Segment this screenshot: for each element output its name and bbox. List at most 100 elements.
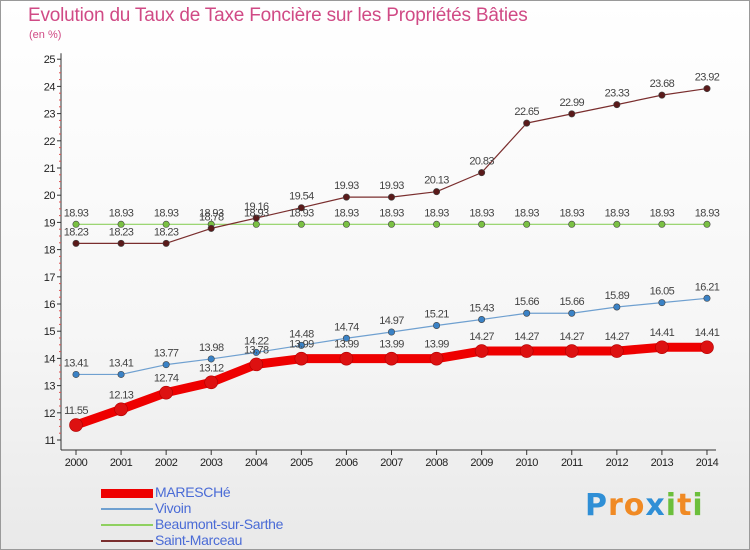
y-tick-label: 18 (44, 245, 56, 257)
data-label: 16.05 (650, 286, 675, 298)
y-tick-label: 17 (44, 272, 56, 284)
data-point (523, 309, 531, 317)
data-point (204, 375, 219, 390)
data-point (342, 220, 350, 228)
y-tick-label: 22 (44, 136, 56, 148)
data-point (72, 239, 80, 247)
data-label: 18.93 (695, 207, 720, 219)
data-point (658, 220, 666, 228)
data-point (384, 351, 399, 366)
legend-swatch (101, 540, 153, 542)
data-label: 14.27 (560, 331, 585, 343)
y-tick-label: 19 (44, 217, 56, 229)
data-label: 20.13 (424, 175, 449, 187)
legend-label: Saint-Marceau (155, 532, 243, 548)
data-point (478, 316, 486, 324)
data-label: 13.12 (199, 362, 224, 374)
data-label: 18.93 (64, 207, 89, 219)
data-point (117, 370, 125, 378)
logo-letter: i (692, 488, 704, 523)
x-tick-label: 2001 (110, 457, 133, 469)
data-label: 18.93 (560, 207, 585, 219)
data-label: 23.68 (650, 78, 675, 90)
data-label: 13.77 (154, 348, 179, 360)
data-point (339, 351, 354, 366)
logo-letter: r (608, 488, 624, 523)
data-point (342, 193, 350, 201)
data-label: 14.22 (244, 335, 269, 347)
y-tick-label: 20 (44, 190, 56, 202)
legend-label: Vivoin (155, 500, 192, 516)
data-label: 20.83 (469, 156, 494, 168)
data-point (297, 341, 305, 349)
data-point (72, 220, 80, 228)
x-tick-label: 2002 (155, 457, 178, 469)
data-label: 18.23 (64, 226, 89, 238)
data-label: 15.66 (560, 296, 585, 308)
data-point (433, 220, 441, 228)
y-tick-label: 25 (44, 54, 56, 66)
data-point (703, 294, 711, 302)
data-point (297, 204, 305, 212)
data-point (297, 220, 305, 228)
data-point (114, 402, 128, 417)
data-label: 18.93 (199, 207, 224, 219)
x-tick-label: 2006 (335, 457, 358, 469)
data-point (523, 220, 531, 228)
legend-swatch (101, 524, 153, 526)
x-tick-label: 2008 (425, 457, 448, 469)
data-label: 18.93 (109, 207, 134, 219)
y-tick-label: 13 (44, 381, 56, 393)
data-label: 19.93 (334, 180, 359, 192)
data-label: 13.99 (289, 339, 314, 351)
data-label: 14.48 (289, 328, 314, 340)
data-label: 14.27 (469, 331, 494, 343)
data-label: 22.65 (514, 106, 539, 118)
data-label: 23.92 (695, 72, 720, 84)
data-label: 14.97 (379, 315, 404, 327)
legend-swatch (101, 508, 153, 510)
data-label: 13.41 (64, 357, 89, 369)
logo-letter: o (623, 488, 646, 523)
series-line-3 (75, 87, 708, 244)
data-label: 14.41 (650, 327, 675, 339)
logo-letter: i (665, 488, 678, 523)
data-point (207, 224, 215, 232)
data-point (610, 344, 624, 358)
x-tick-label: 2010 (515, 457, 538, 469)
y-tick-label: 12 (44, 408, 56, 420)
data-point (387, 193, 395, 201)
data-label: 13.98 (199, 342, 224, 354)
data-point (700, 340, 714, 355)
chart-title: Evolution du Taux de Taxe Foncière sur l… (28, 5, 528, 26)
legend-swatch (101, 488, 153, 498)
data-point (207, 355, 215, 363)
x-tick-label: 2007 (380, 457, 403, 469)
data-point (117, 239, 125, 247)
data-point (523, 119, 531, 127)
x-tick-label: 2000 (65, 457, 88, 469)
data-point (159, 385, 173, 400)
y-tick-label: 23 (44, 109, 56, 121)
legend-label: Beaumont-sur-Sarthe (155, 516, 284, 532)
data-label: 18.78 (199, 211, 224, 223)
data-label: 14.74 (334, 321, 359, 333)
data-label: 13.99 (424, 339, 449, 351)
data-label: 14.27 (514, 331, 539, 343)
legend-label: MARESCHé (155, 484, 231, 500)
data-label: 18.93 (424, 207, 449, 219)
data-label: 13.99 (379, 339, 404, 351)
data-label: 18.93 (154, 207, 179, 219)
data-label: 18.93 (379, 207, 404, 219)
data-point (162, 239, 170, 247)
y-tick-label: 21 (44, 163, 56, 175)
x-tick-label: 2005 (290, 457, 313, 469)
data-label: 15.21 (424, 308, 449, 320)
data-point (613, 220, 621, 228)
x-tick-label: 2012 (606, 457, 629, 469)
data-label: 18.93 (469, 207, 494, 219)
logo-letter: P (585, 488, 608, 523)
data-label: 15.66 (514, 296, 539, 308)
